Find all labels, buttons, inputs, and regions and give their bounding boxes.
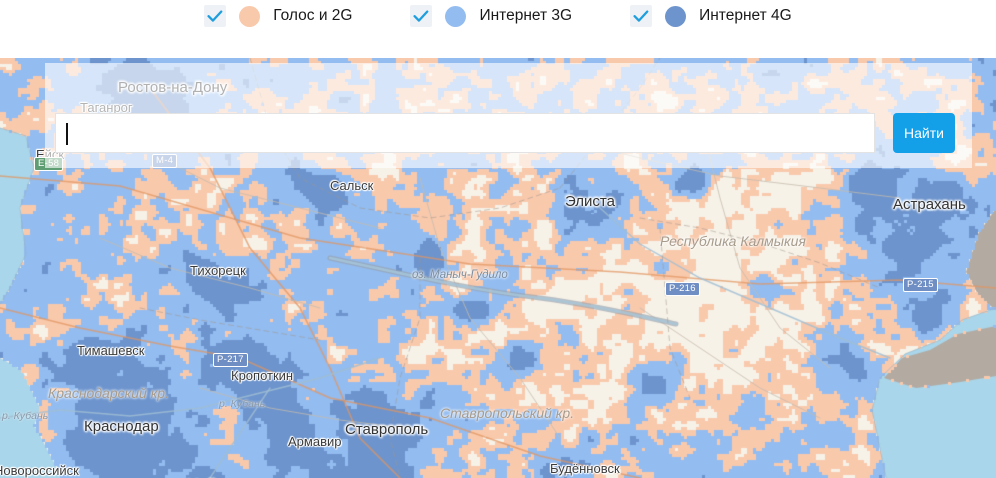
legend-swatch-internet-3g [445,5,467,27]
legend-item-list: Голос и 2G Интернет 3G Интерне [204,4,792,28]
legend-label-internet-3g: Интернет 3G [479,7,573,24]
search-input-wrapper[interactable] [55,113,875,153]
check-icon [413,9,429,22]
legend-item-internet-3g[interactable]: Интернет 3G [410,4,572,28]
checkbox-internet-4g[interactable] [630,5,653,27]
check-icon [633,9,649,22]
search-bar: Найти [55,113,955,153]
checkbox-voice-2g[interactable] [204,5,227,27]
legend-label-voice-2g: Голос и 2G [273,7,353,24]
legend-label-internet-4g: Интернет 4G [699,7,792,24]
legend-item-internet-4g[interactable]: Интернет 4G [630,4,792,28]
legend-swatch-internet-4g [665,5,687,27]
search-input[interactable] [56,114,874,152]
checkbox-internet-3g[interactable] [410,5,433,27]
search-button[interactable]: Найти [893,113,955,153]
legend-item-voice-2g[interactable]: Голос и 2G [204,4,352,28]
check-icon [207,9,223,22]
legend-swatch-voice-2g [239,5,261,27]
coverage-legend-bar: Голос и 2G Интернет 3G Интерне [0,0,996,58]
text-caret [66,123,68,145]
